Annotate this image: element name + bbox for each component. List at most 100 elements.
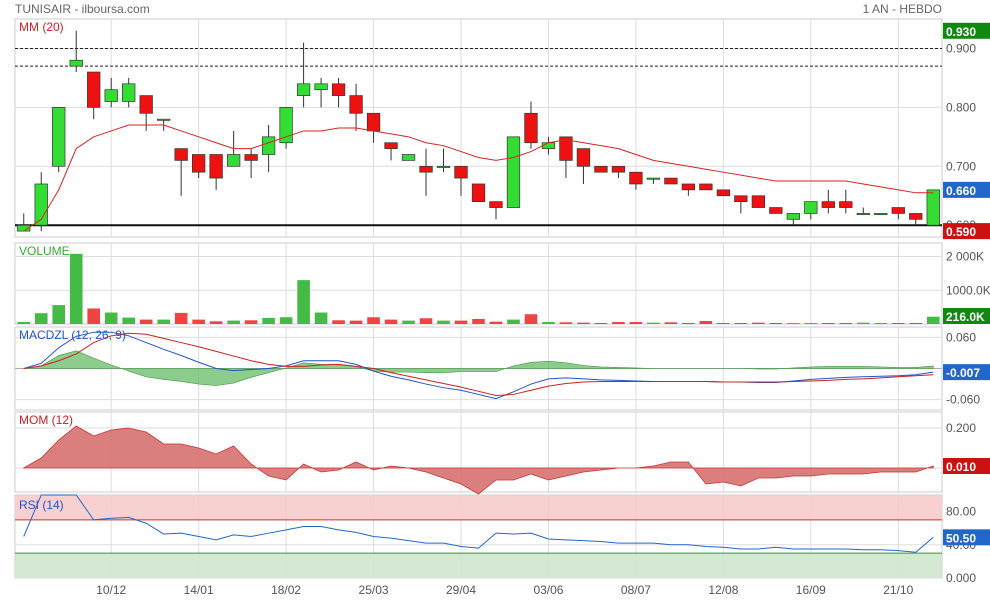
volume-bar [332,320,345,324]
volume-bar [192,319,205,324]
candle-body [506,136,521,208]
volume-bar [839,322,853,324]
candle-body [926,189,940,226]
y-tick-label: 0.800 [946,100,976,114]
panel-frame [14,18,943,238]
volume-bar [139,319,153,324]
candle-body [226,154,241,167]
price-tag: 0.660 [946,184,976,198]
rsi-tag: 50.50 [946,531,976,545]
candle-body [751,195,765,208]
volume-bar [262,317,275,324]
y-tick-label: 1000.0K [946,283,990,297]
y-tick-label: 0.200 [946,421,976,435]
y-tick-label: 0.000 [946,571,976,585]
y-tick-label: -0.060 [946,393,980,407]
volume-bar [104,312,118,324]
candle-body [681,183,696,191]
x-tick-label: 12/08 [708,583,738,597]
volume-bar [349,320,363,324]
macd-tag: -0.007 [946,366,980,380]
price-tag: 0.930 [946,25,976,39]
volume-tag-bg [943,308,990,324]
candle-body [244,154,258,161]
candle-body [856,213,870,215]
candle-body [646,177,661,180]
candle-body [192,154,206,173]
volume-bar [227,320,240,324]
volume-bar [699,320,713,324]
x-tick-label: 03/06 [533,583,563,597]
y-tick-label: 0.060 [946,330,976,344]
volume-bar [279,317,293,324]
candle-body [384,142,398,149]
price-panel-title: MM (20) [19,20,64,34]
candle-body [454,165,468,179]
volume-bar [682,322,695,324]
volume-bar [507,319,520,324]
candle-body [261,136,276,155]
price-tag: 0.590 [946,225,976,239]
volume-bar [122,317,135,324]
candle-body [909,213,923,220]
candle-body [769,207,783,214]
volume-bar [559,322,573,324]
volume-bar [891,322,905,324]
volume-bar [157,319,170,324]
signal-line [23,332,934,396]
y-tick-label: 2 000K [946,250,984,264]
chart-title: TUNISAIR - ilboursa.com [15,2,150,16]
candle-body [804,201,818,214]
volume-bar [752,322,765,324]
volume-bar [909,322,923,324]
x-tick-label: 16/09 [796,583,826,597]
chart-period: 1 AN - HEBDO [862,2,942,16]
ma20-line [23,124,934,232]
volume-bar [472,318,485,324]
volume-bar [244,320,258,324]
candle-body [174,148,188,161]
volume-bar [734,322,748,324]
x-tick-label: 29/04 [446,583,476,597]
candle-body [122,83,136,102]
y-tick-label: 0.700 [946,159,976,173]
volume-bar [926,316,940,324]
momentum-area [22,425,934,495]
momentum-panel-title: MOM (12) [19,413,73,427]
candle-body [279,107,293,144]
volume-bar [174,312,188,324]
macd-histogram-area [23,350,934,386]
volume-bar [822,322,835,324]
candle-body [629,171,643,185]
candle-body [401,154,416,161]
candle-body [104,89,118,102]
candle-body [891,207,905,214]
volume-bar [594,322,608,324]
x-tick-label: 25/03 [359,583,389,597]
volume-bar [209,321,223,324]
candle-body [296,83,311,96]
volume-bar [489,321,503,324]
price-tag-bg [943,22,990,39]
macd-panel-title: MACDZL (12, 26, 9) [19,328,126,342]
candle-body [489,201,503,208]
volume-bar [804,322,818,324]
candle-body [594,165,608,173]
volume-bar [874,322,888,324]
volume-bar [402,320,415,324]
volume-bar [629,321,643,324]
volume-bar [856,322,870,324]
candle-body [87,71,101,108]
volume-bar [717,322,730,324]
volume-bar [87,308,101,324]
y-tick-label: 0.900 [946,41,976,55]
volume-bar [314,312,328,324]
volume-panel-title: VOLUME [19,244,70,258]
price-tag-bg [943,181,990,198]
macd-tag-bg [943,364,990,381]
x-tick-label: 10/12 [96,583,126,597]
volume-bar [52,305,66,324]
candle-body [611,165,626,173]
volume-bar [437,320,450,324]
